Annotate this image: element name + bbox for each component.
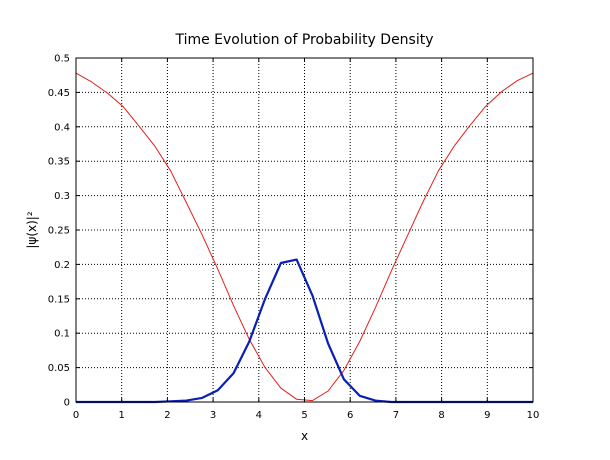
x-tick-label: 9 bbox=[484, 410, 490, 421]
ticks: 0 1 2 3 4 5 6 7 8 9 10 0 0.05 0.1 0.15 0.2 0.25 0.3 0.35 0.… bbox=[48, 54, 540, 422]
y-tick-label: 0.3 bbox=[54, 191, 70, 202]
y-tick-label: 0 bbox=[64, 398, 70, 409]
y-tick-label: 0.1 bbox=[54, 329, 70, 340]
y-tick-label: 0.4 bbox=[54, 122, 70, 133]
x-tick-label: 6 bbox=[347, 410, 353, 421]
x-tick-label: 7 bbox=[393, 410, 399, 421]
y-tick-label: 0.15 bbox=[48, 294, 70, 305]
y-tick-label: 0.25 bbox=[48, 226, 70, 237]
x-tick-label: 0 bbox=[73, 410, 79, 421]
y-tick-label: 0.45 bbox=[48, 88, 70, 99]
y-tick-label: 0.05 bbox=[48, 363, 70, 374]
series-line-1 bbox=[75, 72, 534, 402]
x-tick-label: 2 bbox=[164, 410, 170, 421]
y-axis-title: |ψ(x)|² bbox=[25, 211, 39, 248]
y-tick-label: 0.2 bbox=[54, 260, 70, 271]
x-tick-label: 5 bbox=[301, 410, 307, 421]
x-tick-label: 10 bbox=[527, 410, 540, 421]
x-tick-label: 8 bbox=[438, 410, 444, 421]
x-axis-title: x bbox=[301, 429, 308, 443]
x-tick-label: 3 bbox=[210, 410, 216, 421]
x-tick-label: 4 bbox=[256, 410, 262, 421]
chart-title: Time Evolution of Probability Density bbox=[174, 32, 433, 48]
grid bbox=[76, 58, 533, 402]
y-tick-label: 0.5 bbox=[54, 54, 70, 65]
y-tick-label: 0.35 bbox=[48, 157, 70, 168]
x-tick-label: 1 bbox=[119, 410, 125, 421]
